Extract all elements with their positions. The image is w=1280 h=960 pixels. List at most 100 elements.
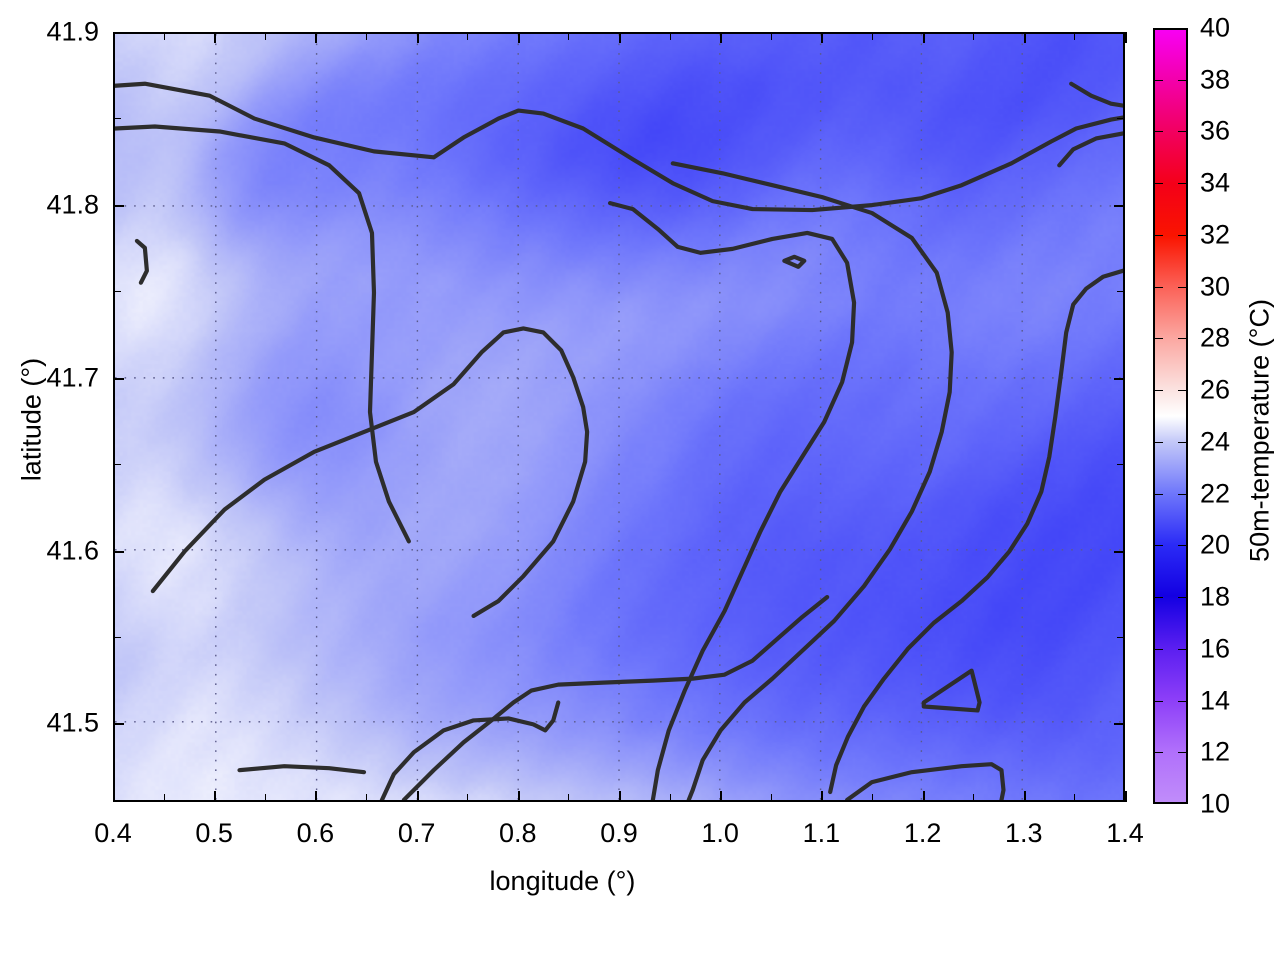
x-tick-mark <box>1023 32 1026 43</box>
colorbar-tick-label: 34 <box>1200 167 1231 198</box>
x-minor-tick-mark <box>770 32 772 40</box>
x-minor-tick-mark <box>568 794 570 802</box>
colorbar-tick-mark <box>1153 752 1163 754</box>
y-axis-title: latitude (°) <box>16 357 47 482</box>
x-tick-label: 0.4 <box>94 818 132 848</box>
y-tick-mark <box>113 32 124 34</box>
x-tick-mark <box>214 32 217 43</box>
y-tick-mark <box>1114 204 1125 207</box>
x-tick-mark <box>416 32 419 43</box>
colorbar-title: 50m-temperature (°C) <box>1244 299 1275 562</box>
y-tick-label: 41.9 <box>46 16 99 47</box>
colorbar-tick-label: 14 <box>1200 685 1231 716</box>
y-minor-tick-mark <box>1117 118 1125 120</box>
colorbar-tick-label: 30 <box>1200 271 1231 302</box>
plot-area <box>113 32 1125 802</box>
x-tick-mark <box>517 791 520 802</box>
y-minor-tick-mark <box>113 464 121 466</box>
y-tick-label: 41.6 <box>46 535 99 566</box>
x-axis-title: longitude (°) <box>489 866 636 896</box>
x-tick-mark <box>1125 32 1127 43</box>
x-minor-tick-mark <box>770 794 772 802</box>
x-tick-mark <box>720 32 723 43</box>
colorbar-tick-label: 36 <box>1200 115 1231 146</box>
x-tick-mark <box>113 32 115 43</box>
x-minor-tick-mark <box>366 794 367 802</box>
x-minor-tick-mark <box>669 794 671 802</box>
x-tick-mark <box>214 791 217 802</box>
x-tick-label: 0.5 <box>195 818 233 848</box>
y-tick-mark <box>1114 723 1125 726</box>
x-tick-mark <box>315 32 318 43</box>
x-tick-label: 1.0 <box>701 818 739 848</box>
x-minor-tick-mark <box>973 32 975 40</box>
colorbar-tick-label: 18 <box>1200 581 1231 612</box>
contour-lines <box>115 81 1123 800</box>
x-tick-mark <box>922 791 925 802</box>
y-minor-tick-mark <box>1117 464 1125 466</box>
colorbar-gradient <box>1155 30 1186 802</box>
colorbar-tick-label: 32 <box>1200 219 1231 250</box>
x-tick-mark <box>1023 791 1026 802</box>
colorbar-tick-mark <box>1153 545 1163 547</box>
x-tick-mark <box>113 791 115 802</box>
colorbar-tick-mark <box>1178 79 1188 81</box>
colorbar-tick-mark <box>1178 183 1188 185</box>
x-tick-mark <box>315 791 318 802</box>
colorbar-tick-mark <box>1153 338 1163 340</box>
x-minor-tick-mark <box>264 794 266 802</box>
x-tick-mark <box>517 32 520 43</box>
x-tick-mark <box>619 32 621 43</box>
colorbar-tick-label: 38 <box>1200 64 1231 95</box>
y-minor-tick-mark <box>1117 291 1125 293</box>
x-tick-label: 1.1 <box>802 818 841 848</box>
colorbar-tick-label: 12 <box>1200 736 1231 767</box>
x-tick-label: 0.7 <box>397 818 436 848</box>
colorbar-tick-mark <box>1178 441 1188 443</box>
x-tick-label: 1.4 <box>1106 818 1144 848</box>
colorbar-tick-mark <box>1153 286 1163 288</box>
colorbar-tick-label: 26 <box>1200 374 1231 405</box>
colorbar-tick-mark <box>1178 648 1188 650</box>
colorbar-tick-label: 22 <box>1200 478 1231 509</box>
colorbar-tick-mark <box>1178 338 1188 340</box>
x-minor-tick-mark <box>973 794 975 802</box>
colorbar-tick-mark <box>1153 597 1163 599</box>
x-minor-tick-mark <box>568 32 570 40</box>
y-tick-mark <box>1114 377 1125 380</box>
x-tick-mark <box>922 32 925 43</box>
x-minor-tick-mark <box>163 32 165 40</box>
colorbar-tick-mark <box>1178 234 1188 236</box>
y-tick-mark <box>1114 550 1125 553</box>
x-tick-mark <box>1125 791 1127 802</box>
y-tick-mark <box>1114 32 1125 34</box>
colorbar-tick-mark <box>1178 286 1188 288</box>
x-minor-tick-mark <box>669 32 671 40</box>
y-tick-label: 41.5 <box>46 707 99 738</box>
colorbar-tick-mark <box>1153 390 1163 392</box>
y-minor-tick-mark <box>113 118 121 120</box>
x-minor-tick-mark <box>467 32 469 40</box>
y-tick-mark <box>113 204 124 207</box>
x-tick-mark <box>720 791 723 802</box>
x-minor-tick-mark <box>1074 794 1076 802</box>
colorbar-tick-label: 24 <box>1200 426 1231 457</box>
x-minor-tick-mark <box>366 32 367 40</box>
colorbar-tick-mark <box>1153 234 1163 236</box>
y-tick-label: 41.8 <box>46 189 99 220</box>
colorbar-tick-mark <box>1178 597 1188 599</box>
colorbar-tick-mark <box>1153 183 1163 185</box>
x-tick-mark <box>619 791 621 802</box>
colorbar-tick-mark <box>1153 131 1163 133</box>
y-tick-mark <box>113 377 124 380</box>
x-tick-label: 0.8 <box>499 818 537 848</box>
x-tick-label: 0.9 <box>600 818 638 848</box>
colorbar-tick-mark <box>1178 700 1188 702</box>
colorbar-tick-mark <box>1178 493 1188 495</box>
colorbar-tick-label: 10 <box>1200 788 1231 819</box>
x-tick-mark <box>821 32 824 43</box>
y-tick-mark <box>113 550 124 553</box>
x-tick-label: 0.6 <box>296 818 335 848</box>
colorbar-tick-mark <box>1153 493 1163 495</box>
colorbar-tick-mark <box>1178 131 1188 133</box>
